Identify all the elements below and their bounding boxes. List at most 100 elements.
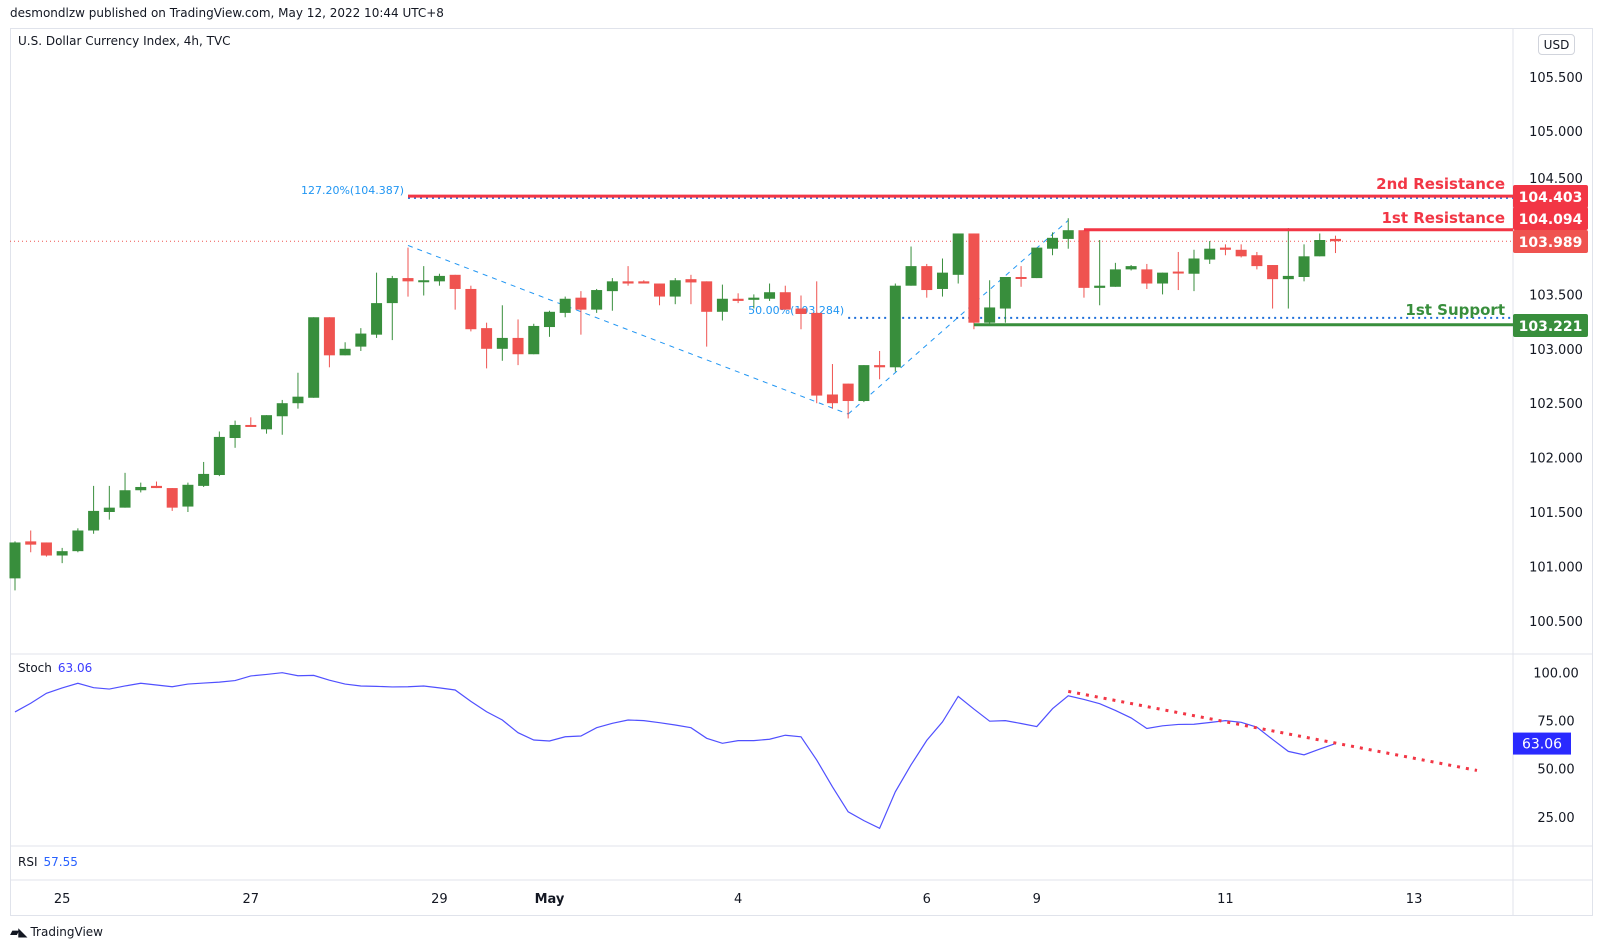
currency-button[interactable]: USD bbox=[1538, 34, 1575, 55]
candle-up bbox=[748, 297, 760, 300]
level-label: 1st Support bbox=[1405, 301, 1505, 319]
candle-down bbox=[874, 365, 886, 368]
price-tag bbox=[1513, 207, 1588, 230]
stoch-tick-label: 100.00 bbox=[1533, 667, 1579, 682]
candle-down bbox=[512, 337, 524, 355]
price-tag bbox=[1513, 185, 1588, 208]
price-tag-label: 104.403 bbox=[1519, 190, 1583, 206]
level-label: 1st Resistance bbox=[1381, 209, 1505, 227]
candle-up bbox=[292, 396, 304, 404]
candle-down bbox=[323, 317, 335, 356]
candle-up bbox=[559, 298, 571, 313]
fib-trend-line bbox=[407, 244, 849, 415]
candle-down bbox=[826, 394, 838, 404]
candle-up bbox=[339, 348, 351, 356]
candle-up bbox=[1047, 237, 1059, 249]
price-tick-label: 105.000 bbox=[1529, 125, 1583, 140]
price-tick-label: 101.500 bbox=[1529, 506, 1583, 521]
candle-up bbox=[276, 403, 288, 417]
stoch-tick-label: 50.00 bbox=[1537, 763, 1574, 778]
candle-up bbox=[103, 507, 115, 512]
candle-down bbox=[481, 328, 493, 349]
candle-up bbox=[936, 272, 948, 289]
stoch-legend[interactable]: Stoch 63.06 bbox=[18, 661, 92, 675]
price-tick-label: 103.500 bbox=[1529, 288, 1583, 303]
candle-up bbox=[858, 365, 870, 402]
time-tick-label: 13 bbox=[1406, 892, 1423, 907]
price-tick-label: 100.500 bbox=[1529, 615, 1583, 630]
candle-up bbox=[984, 307, 996, 323]
time-tick-label: 9 bbox=[1033, 892, 1041, 907]
candle-down bbox=[1078, 230, 1090, 288]
candle-up bbox=[999, 276, 1011, 309]
time-tick-label: 25 bbox=[54, 892, 71, 907]
candle-up bbox=[1314, 240, 1326, 257]
candle-up bbox=[371, 303, 383, 335]
rsi-label: RSI bbox=[18, 855, 38, 869]
time-tick-label: 4 bbox=[734, 892, 742, 907]
time-tick-label: 29 bbox=[431, 892, 448, 907]
candle-down bbox=[449, 274, 461, 289]
price-tick-label: 105.500 bbox=[1529, 71, 1583, 86]
candle-up bbox=[528, 325, 540, 355]
candle-up bbox=[669, 280, 681, 297]
candle-down bbox=[968, 233, 980, 323]
candle-up bbox=[433, 275, 445, 282]
fib-level-label: 127.20%(104.387) bbox=[301, 184, 404, 197]
chart-frame bbox=[10, 28, 1593, 916]
candle-up bbox=[1282, 275, 1294, 280]
candle-up bbox=[88, 510, 100, 531]
candle-up bbox=[1125, 266, 1137, 270]
candle-up bbox=[355, 333, 367, 347]
tradingview-logo-icon: ▰◣ bbox=[10, 925, 27, 939]
candle-up bbox=[764, 292, 776, 299]
candle-down bbox=[1015, 276, 1027, 279]
candle-up bbox=[1157, 272, 1169, 284]
candle-down bbox=[701, 281, 713, 312]
published-by-text: desmondlzw published on TradingView.com,… bbox=[10, 6, 444, 20]
price-tick-label: 104.500 bbox=[1529, 172, 1583, 187]
candle-down bbox=[811, 312, 823, 396]
candle-down bbox=[685, 279, 697, 283]
time-tick-label: May bbox=[535, 892, 565, 907]
candle-up bbox=[56, 551, 68, 556]
candle-up bbox=[606, 281, 618, 292]
candle-down bbox=[622, 281, 634, 284]
candle-up bbox=[543, 311, 555, 328]
candle-down bbox=[150, 485, 162, 489]
candle-up bbox=[1062, 230, 1074, 239]
candle-up bbox=[229, 424, 241, 439]
candle-down bbox=[795, 308, 807, 314]
candle-down bbox=[921, 266, 933, 291]
candle-up bbox=[261, 415, 273, 430]
tradingview-logo-text: TradingView bbox=[30, 925, 103, 939]
candle-up bbox=[716, 298, 728, 312]
candle-up bbox=[1109, 269, 1121, 287]
candle-up bbox=[308, 317, 320, 398]
price-tag-label: 103.221 bbox=[1519, 319, 1583, 335]
time-tick-label: 11 bbox=[1217, 892, 1234, 907]
stoch-trendline bbox=[1067, 689, 1478, 772]
candle-up bbox=[198, 473, 210, 486]
rsi-value: 57.55 bbox=[43, 855, 78, 869]
candle-down bbox=[25, 541, 37, 545]
price-tag bbox=[1513, 314, 1588, 337]
price-tag bbox=[1513, 230, 1588, 253]
rsi-legend[interactable]: RSI 57.55 bbox=[18, 855, 78, 869]
stoch-tick-label: 25.00 bbox=[1537, 811, 1574, 826]
price-tick-label: 101.000 bbox=[1529, 560, 1583, 575]
candle-up bbox=[72, 530, 84, 552]
candle-down bbox=[245, 424, 257, 427]
time-tick-label: 27 bbox=[243, 892, 260, 907]
candle-down bbox=[465, 288, 477, 330]
candle-up bbox=[496, 337, 508, 349]
price-tick-label: 103.000 bbox=[1529, 343, 1583, 358]
stoch-tag-label: 63.06 bbox=[1522, 737, 1562, 753]
tradingview-logo[interactable]: ▰◣ TradingView bbox=[10, 925, 103, 939]
candle-up bbox=[182, 484, 194, 507]
candle-down bbox=[1235, 249, 1247, 257]
candle-up bbox=[386, 278, 398, 304]
candle-down bbox=[779, 292, 791, 310]
stoch-tick-label: 75.00 bbox=[1537, 715, 1574, 730]
